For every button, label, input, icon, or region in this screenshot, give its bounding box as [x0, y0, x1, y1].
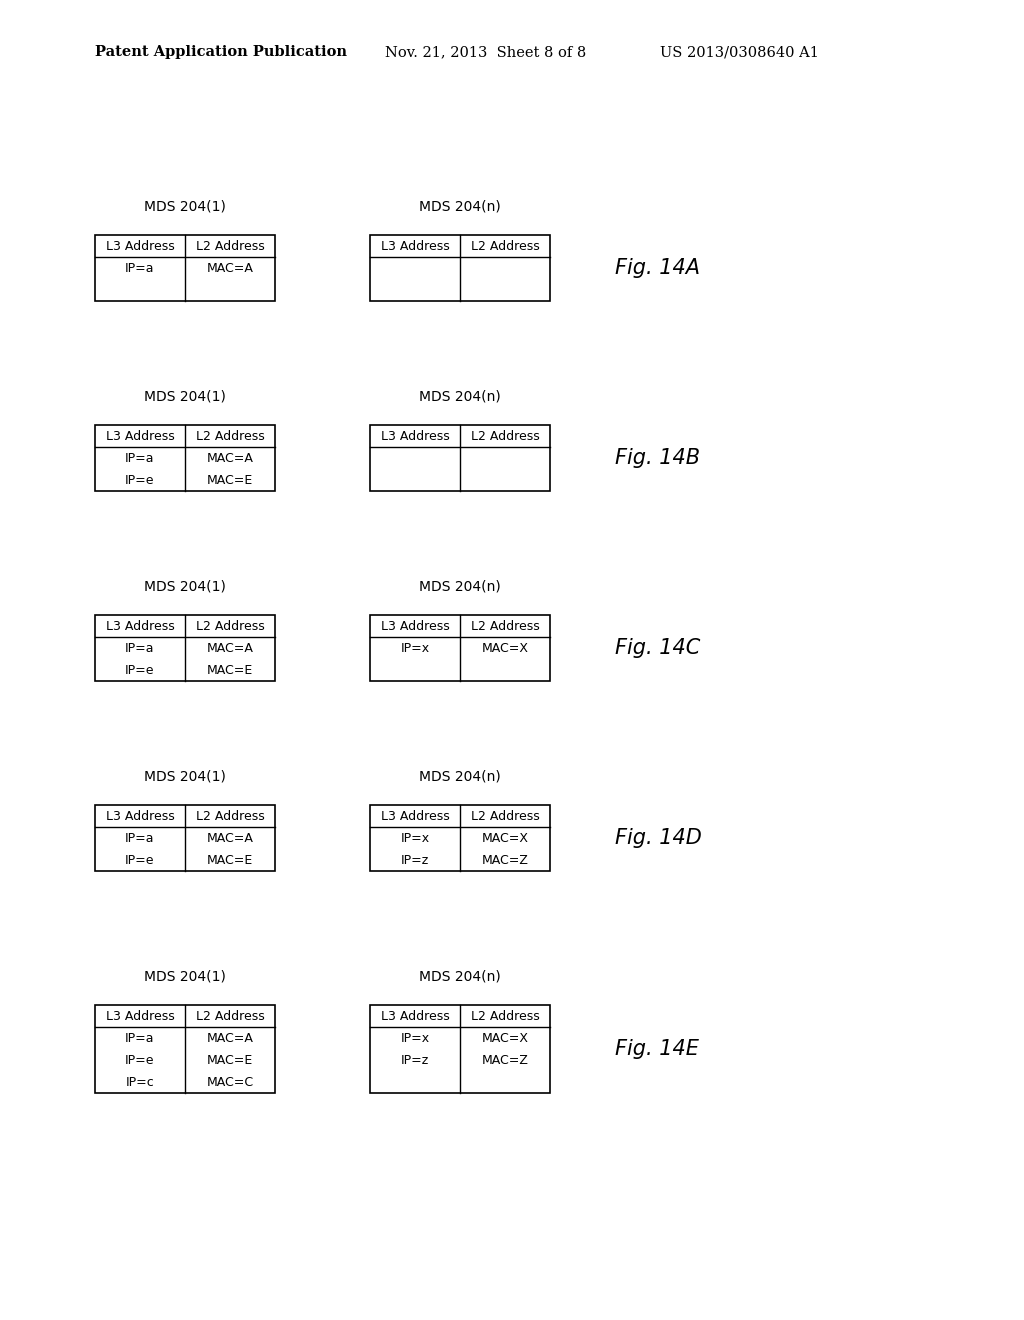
Text: IP=x: IP=x — [400, 832, 429, 845]
Text: MAC=E: MAC=E — [207, 854, 253, 866]
Text: L2 Address: L2 Address — [196, 619, 264, 632]
Text: MAC=X: MAC=X — [481, 642, 528, 655]
Text: MAC=Z: MAC=Z — [481, 854, 528, 866]
Text: Patent Application Publication: Patent Application Publication — [95, 45, 347, 59]
Text: L3 Address: L3 Address — [105, 1010, 174, 1023]
Text: L2 Address: L2 Address — [471, 429, 540, 442]
Text: IP=x: IP=x — [400, 642, 429, 655]
Text: L3 Address: L3 Address — [105, 619, 174, 632]
Text: IP=c: IP=c — [126, 1076, 155, 1089]
Text: Nov. 21, 2013  Sheet 8 of 8: Nov. 21, 2013 Sheet 8 of 8 — [385, 45, 587, 59]
Text: IP=a: IP=a — [125, 261, 155, 275]
Text: IP=z: IP=z — [400, 1053, 429, 1067]
Text: IP=e: IP=e — [125, 474, 155, 487]
Text: Fig. 14A: Fig. 14A — [615, 257, 700, 279]
Text: MDS 204(1): MDS 204(1) — [144, 770, 226, 784]
Text: IP=x: IP=x — [400, 1031, 429, 1044]
Bar — [370, 805, 550, 871]
Text: IP=e: IP=e — [125, 1053, 155, 1067]
Text: MAC=A: MAC=A — [207, 832, 253, 845]
Text: L3 Address: L3 Address — [381, 1010, 450, 1023]
Text: MDS 204(1): MDS 204(1) — [144, 970, 226, 983]
Text: MAC=A: MAC=A — [207, 642, 253, 655]
Text: MAC=X: MAC=X — [481, 1031, 528, 1044]
Text: L3 Address: L3 Address — [381, 619, 450, 632]
Bar — [95, 425, 275, 491]
Bar — [95, 1005, 275, 1093]
Text: MDS 204(n): MDS 204(n) — [419, 201, 501, 214]
Text: L3 Address: L3 Address — [105, 809, 174, 822]
Text: L2 Address: L2 Address — [471, 1010, 540, 1023]
Bar — [370, 615, 550, 681]
Text: L3 Address: L3 Address — [381, 809, 450, 822]
Text: L3 Address: L3 Address — [105, 429, 174, 442]
Text: MAC=A: MAC=A — [207, 261, 253, 275]
Text: L3 Address: L3 Address — [105, 239, 174, 252]
Text: MAC=E: MAC=E — [207, 1053, 253, 1067]
Text: MAC=Z: MAC=Z — [481, 1053, 528, 1067]
Text: IP=e: IP=e — [125, 664, 155, 676]
Text: MDS 204(n): MDS 204(n) — [419, 389, 501, 404]
Text: MAC=X: MAC=X — [481, 832, 528, 845]
Text: IP=a: IP=a — [125, 451, 155, 465]
Text: MAC=E: MAC=E — [207, 474, 253, 487]
Text: MDS 204(n): MDS 204(n) — [419, 770, 501, 784]
Text: IP=z: IP=z — [400, 854, 429, 866]
Text: L2 Address: L2 Address — [471, 619, 540, 632]
Text: MDS 204(n): MDS 204(n) — [419, 579, 501, 594]
Text: Fig. 14D: Fig. 14D — [615, 828, 701, 847]
Text: L3 Address: L3 Address — [381, 429, 450, 442]
Text: L2 Address: L2 Address — [196, 809, 264, 822]
Text: MAC=A: MAC=A — [207, 451, 253, 465]
Text: MAC=C: MAC=C — [207, 1076, 254, 1089]
Text: L2 Address: L2 Address — [471, 809, 540, 822]
Text: IP=a: IP=a — [125, 832, 155, 845]
Text: US 2013/0308640 A1: US 2013/0308640 A1 — [660, 45, 819, 59]
Bar — [95, 615, 275, 681]
Text: L2 Address: L2 Address — [196, 1010, 264, 1023]
Bar — [370, 1005, 550, 1093]
Bar — [95, 805, 275, 871]
Text: IP=a: IP=a — [125, 642, 155, 655]
Text: L2 Address: L2 Address — [471, 239, 540, 252]
Bar — [370, 235, 550, 301]
Text: IP=e: IP=e — [125, 854, 155, 866]
Text: Fig. 14E: Fig. 14E — [615, 1039, 699, 1059]
Text: MDS 204(n): MDS 204(n) — [419, 970, 501, 983]
Text: MAC=E: MAC=E — [207, 664, 253, 676]
Bar — [95, 235, 275, 301]
Bar — [370, 425, 550, 491]
Text: MDS 204(1): MDS 204(1) — [144, 201, 226, 214]
Text: Fig. 14C: Fig. 14C — [615, 638, 700, 657]
Text: L2 Address: L2 Address — [196, 239, 264, 252]
Text: MDS 204(1): MDS 204(1) — [144, 389, 226, 404]
Text: MDS 204(1): MDS 204(1) — [144, 579, 226, 594]
Text: Fig. 14B: Fig. 14B — [615, 447, 700, 469]
Text: L2 Address: L2 Address — [196, 429, 264, 442]
Text: IP=a: IP=a — [125, 1031, 155, 1044]
Text: MAC=A: MAC=A — [207, 1031, 253, 1044]
Text: L3 Address: L3 Address — [381, 239, 450, 252]
